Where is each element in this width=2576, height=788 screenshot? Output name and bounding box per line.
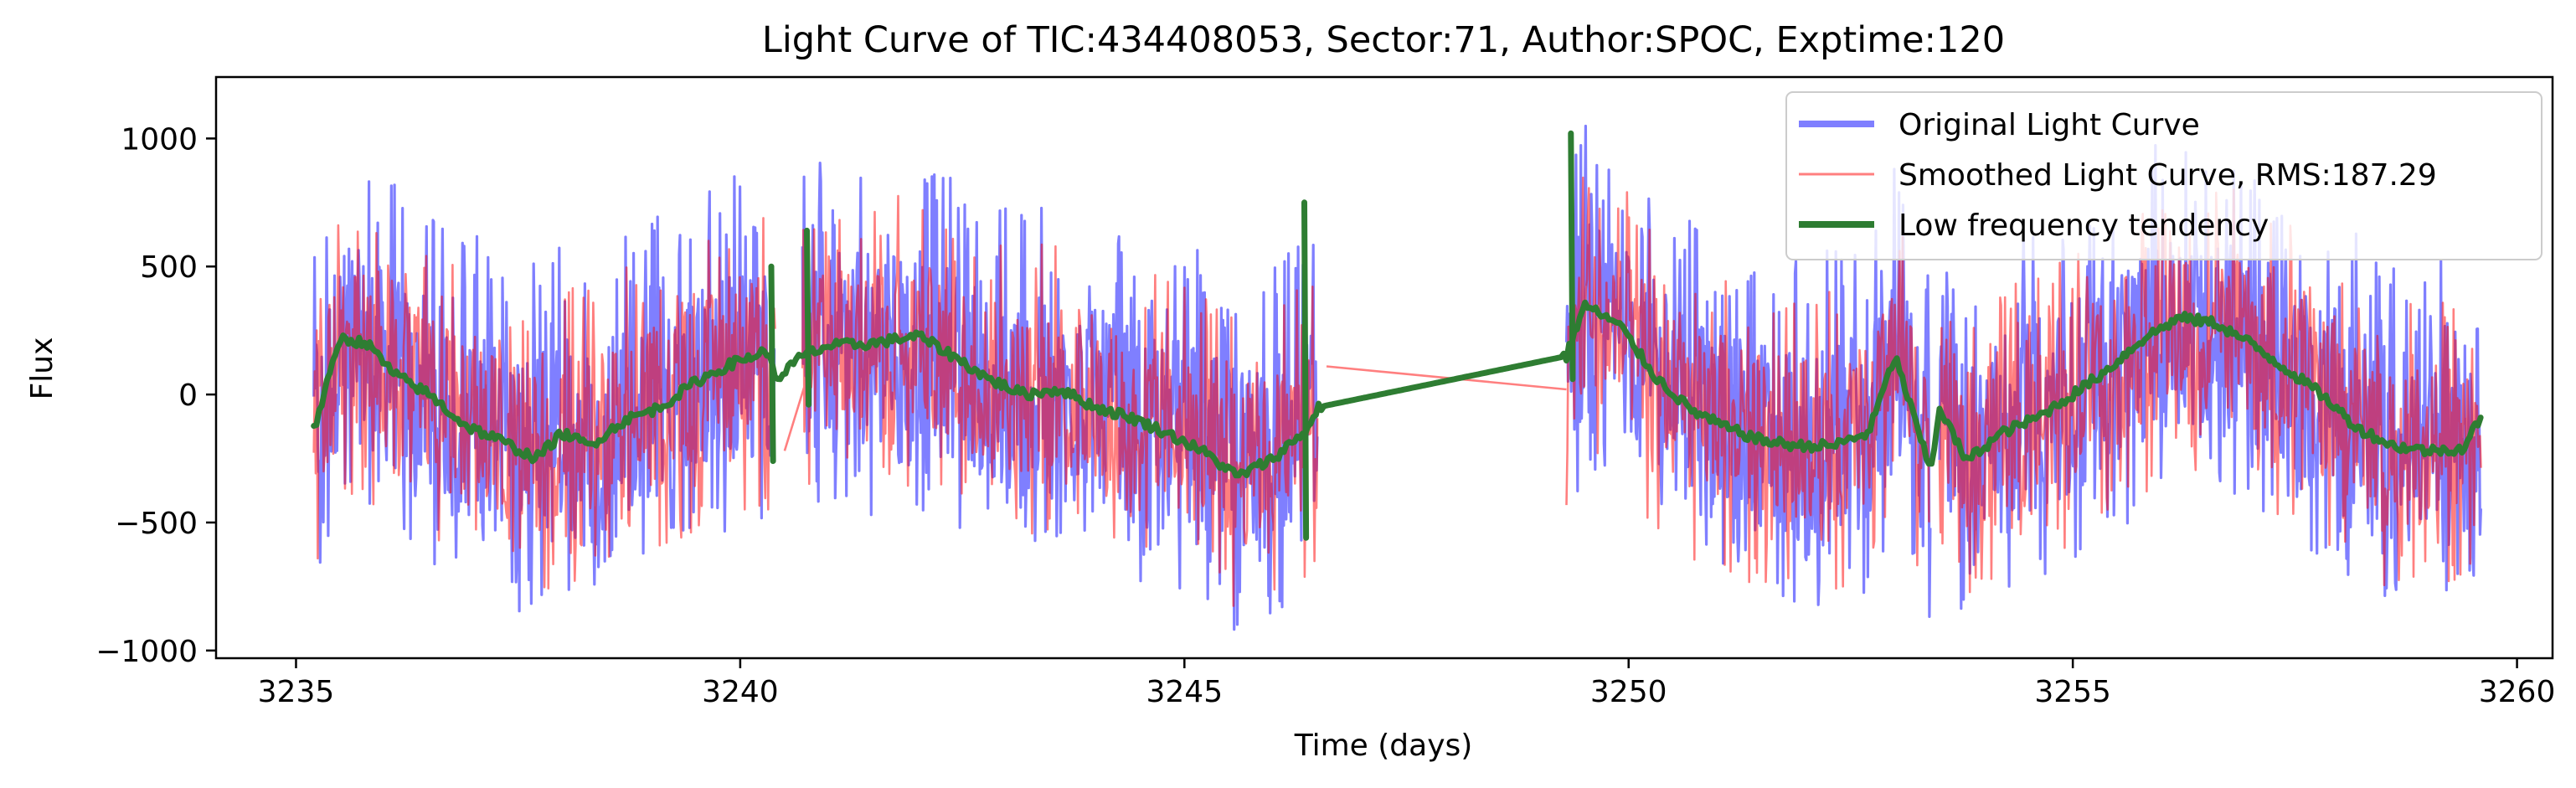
y-axis-label: Flux	[25, 337, 59, 400]
legend-label-original: Original Light Curve	[1899, 108, 2200, 142]
x-tick-label: 3235	[258, 675, 335, 709]
legend-box	[1785, 91, 2543, 260]
y-tick-label: −500	[115, 507, 198, 541]
x-tick-label: 3250	[1590, 675, 1667, 709]
y-tick-label: 1000	[121, 122, 198, 157]
x-axis-label: Time (days)	[1294, 729, 1473, 763]
plot-area	[311, 124, 2484, 631]
x-axis: 3235 3240 3245 3250 3255 3260	[258, 658, 2556, 709]
y-axis: −1000 −500 0 500 1000	[95, 122, 216, 669]
plot-frame	[214, 75, 2554, 660]
series-low-frequency-tendency	[311, 130, 2484, 541]
y-tick-label: 500	[140, 250, 198, 285]
x-tick-label: 3240	[702, 675, 779, 709]
legend-label-tendency: Low frequency tendency	[1899, 209, 2269, 243]
y-tick-label: −1000	[95, 635, 198, 669]
x-tick-label: 3245	[1146, 675, 1223, 709]
legend: Original Light Curve Smoothed Light Curv…	[1785, 91, 2543, 260]
y-tick-label: 0	[178, 379, 198, 413]
x-tick-label: 3260	[2479, 675, 2556, 709]
x-tick-label: 3255	[2034, 675, 2111, 709]
chart-title: Light Curve of TIC:434408053, Sector:71,…	[762, 19, 2005, 61]
legend-label-smoothed: Smoothed Light Curve, RMS:187.29	[1899, 158, 2437, 193]
